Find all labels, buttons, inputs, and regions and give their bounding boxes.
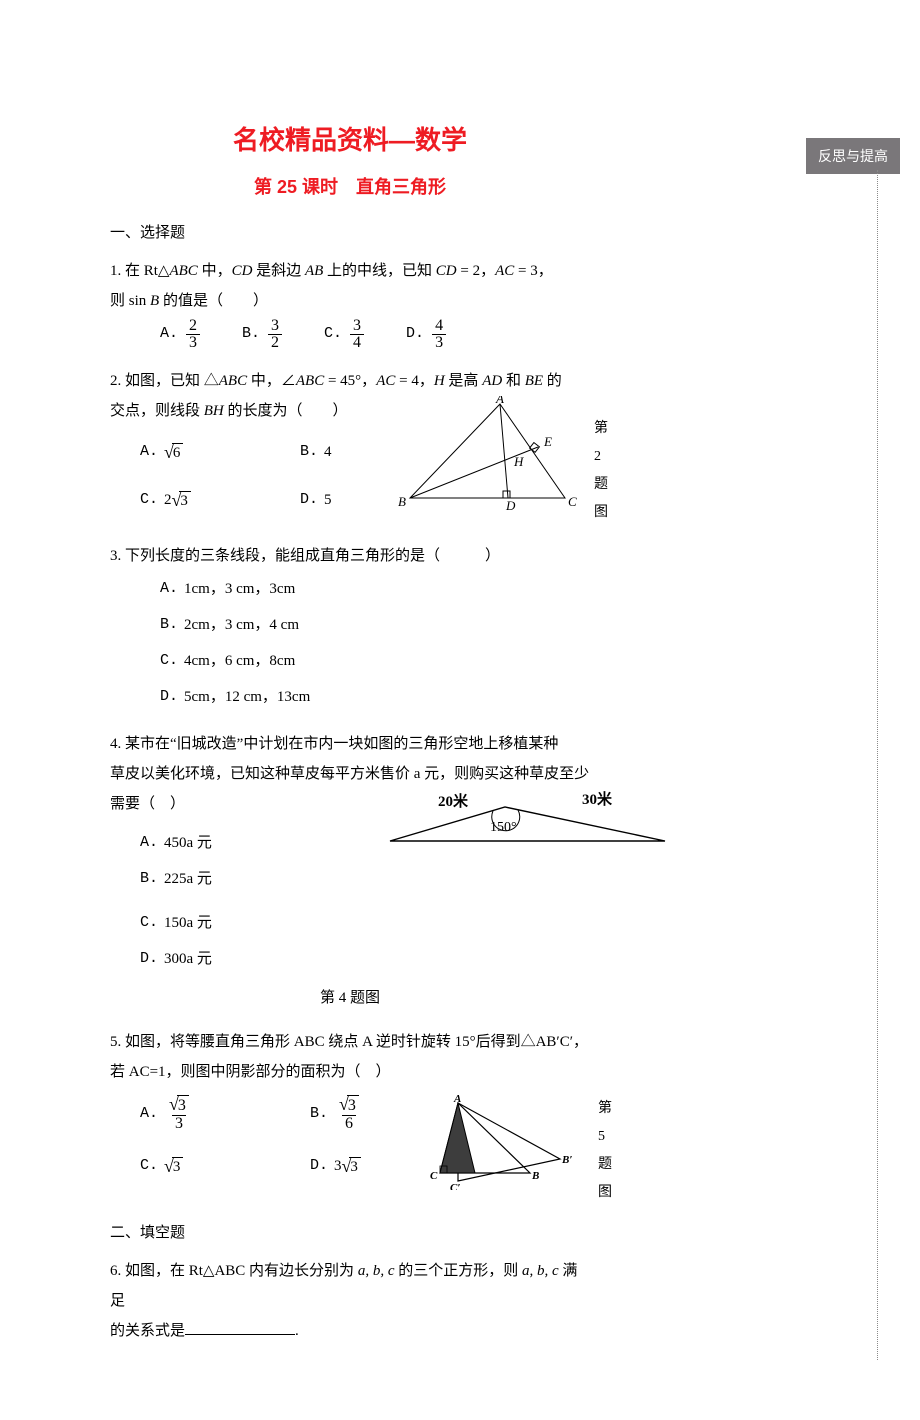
question-5: 5. 如图，将等腰直角三角形 ABC 绕点 A 逆时针旋转 15°后得到△AB′…: [110, 1027, 590, 1207]
q2-caption: 第 2 题图: [594, 415, 608, 527]
sub-title: 第 25 课时 直角三角形: [110, 173, 590, 199]
question-1: 1. 在 Rt△ABC 中，CD 是斜边 AB 上的中线，已知 CD = 2，A…: [110, 256, 590, 352]
q4-caption: 第 4 题图: [110, 983, 590, 1013]
q4-figure: 20米 30米 150°: [380, 789, 680, 860]
q4-opt-d: D.300a 元: [140, 941, 212, 977]
q5-text: 5. 如图，将等腰直角三角形 ABC 绕点 A 逆时针旋转 15°后得到△AB′…: [110, 1027, 590, 1087]
q1-text-2: 则 sin B 的值是（ ）: [110, 293, 268, 309]
q1-text: 1. 在 Rt△ABC 中，CD 是斜边 AB 上的中线，已知 CD = 2，A…: [110, 263, 553, 279]
svg-text:20米: 20米: [438, 792, 469, 810]
q2-opt-c: C.23: [140, 482, 260, 518]
svg-text:150°: 150°: [490, 820, 517, 835]
q5-opt-b: B. 36: [310, 1095, 364, 1132]
q3-opt-d: D.5cm，12 cm，13cm: [160, 679, 310, 715]
svg-text:C: C: [430, 1170, 438, 1182]
svg-text:30米: 30米: [582, 790, 613, 808]
svg-text:B′: B′: [561, 1154, 572, 1166]
q2-options: A.6 B.4 C.23 D.5: [110, 434, 390, 518]
q5-options: A. 33 B. 36 C.3 D.33: [110, 1095, 420, 1184]
section-2-heading: 二、填空题: [110, 1221, 590, 1242]
triangle-icon: A B C D E H: [390, 396, 590, 516]
side-badge: 反思与提高: [806, 138, 900, 174]
q5-figure: A B B′ C C′: [420, 1095, 590, 1201]
q4-opt-b: B.225a 元: [140, 861, 212, 897]
svg-text:D: D: [505, 498, 516, 513]
q5-opt-c: C.3: [140, 1148, 270, 1184]
q2-opt-b: B.4: [300, 434, 332, 470]
rotated-triangle-icon: A B B′ C C′: [420, 1095, 590, 1190]
q5-opt-d: D.33: [310, 1148, 361, 1184]
svg-text:C′: C′: [450, 1182, 460, 1190]
q5-caption: 第 5 题图: [598, 1095, 612, 1207]
svg-text:B: B: [531, 1170, 539, 1182]
q3-opt-c: C.4cm，6 cm，8cm: [160, 643, 380, 679]
q4-text: 4. 某市在“旧城改造”中计划在市内一块如图的三角形空地上移植某种 草皮以美化环…: [110, 729, 590, 789]
question-6: 6. 如图，在 Rt△ABC 内有边长分别为 a, b, c 的三个正方形，则 …: [110, 1256, 590, 1346]
q2-text: 2. 如图，已知 △ABC 中，∠ABC = 45°，AC = 4，H 是高 A…: [110, 373, 562, 389]
question-4: 4. 某市在“旧城改造”中计划在市内一块如图的三角形空地上移植某种 草皮以美化环…: [110, 729, 590, 1013]
q2-text-2: 交点，则线段 BH 的长度为（ ）: [110, 403, 348, 419]
q1-opt-c: C.34: [324, 316, 366, 352]
svg-text:C: C: [568, 494, 577, 509]
svg-text:H: H: [513, 454, 524, 469]
side-dotted-border: [877, 170, 878, 1360]
svg-text:B: B: [398, 494, 406, 509]
q1-options: A.23 B.32 C.34 D.43: [110, 316, 590, 352]
q2-opt-a: A.6: [140, 434, 260, 470]
q3-opt-a: A.1cm，3 cm，3cm: [160, 571, 380, 607]
obtuse-triangle-icon: 20米 30米 150°: [380, 789, 680, 849]
q4-options: A.450a 元 B.225a 元 C.150a 元 D.300a 元: [110, 825, 380, 977]
q3-options: A.1cm，3 cm，3cm B.2cm，3 cm，4 cm C.4cm，6 c…: [110, 571, 590, 715]
q5-opt-a: A. 33: [140, 1095, 270, 1132]
q1-opt-a: A.23: [160, 316, 202, 352]
q3-opt-b: B.2cm，3 cm，4 cm: [160, 607, 299, 643]
question-2: 2. 如图，已知 △ABC 中，∠ABC = 45°，AC = 4，H 是高 A…: [110, 366, 590, 527]
q1-opt-d: D.43: [406, 316, 448, 352]
q4-opt-c: C.150a 元: [140, 905, 260, 941]
q6-text-2: 的关系式是.: [110, 1323, 299, 1339]
fill-blank: [185, 1320, 295, 1335]
question-3: 3. 下列长度的三条线段，能组成直角三角形的是（ ） A.1cm，3 cm，3c…: [110, 541, 590, 715]
q4-opt-a: A.450a 元: [140, 825, 260, 861]
q1-opt-b: B.32: [242, 316, 284, 352]
svg-text:A: A: [453, 1095, 461, 1105]
main-title: 名校精品资料—数学: [110, 120, 590, 157]
page-content: 名校精品资料—数学 第 25 课时 直角三角形 一、选择题 1. 在 Rt△AB…: [0, 0, 640, 1420]
q6-text: 6. 如图，在 Rt△ABC 内有边长分别为 a, b, c 的三个正方形，则 …: [110, 1263, 577, 1309]
q2-opt-d: D.5: [300, 482, 332, 518]
section-1-heading: 一、选择题: [110, 221, 590, 242]
q3-text: 3. 下列长度的三条线段，能组成直角三角形的是（ ）: [110, 548, 500, 564]
svg-text:A: A: [495, 396, 504, 406]
svg-text:E: E: [543, 434, 552, 449]
q2-figure: A B C D E H: [390, 396, 590, 527]
